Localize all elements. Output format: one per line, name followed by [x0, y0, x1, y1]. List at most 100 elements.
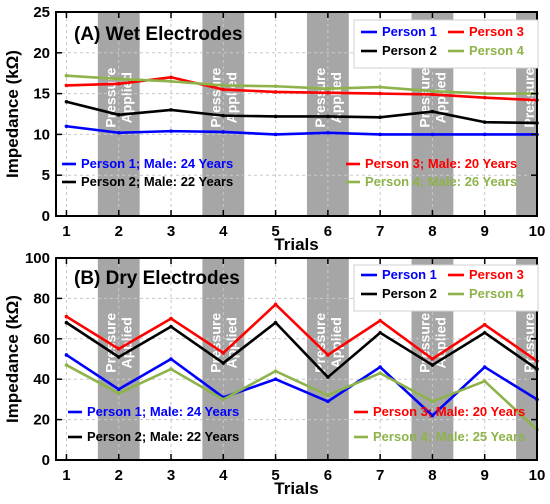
- data-point-person-2: [169, 324, 173, 329]
- data-point-person-4: [482, 91, 487, 96]
- pressure-label-line1: Pressure: [207, 68, 223, 128]
- data-point-person-3: [378, 91, 382, 96]
- data-point-person-4: [326, 86, 330, 91]
- series-line-person-4: [66, 74, 537, 95]
- legend-entry-person-4: Person 4: [469, 43, 525, 58]
- data-point-person-4: [430, 89, 435, 93]
- data-point-person-1: [64, 353, 69, 357]
- x-tick-label: 3: [167, 223, 175, 240]
- data-point-person-1: [430, 413, 435, 418]
- x-tick-label: 9: [481, 467, 489, 484]
- data-point-person-3: [430, 92, 435, 97]
- data-point-person-3: [273, 302, 278, 307]
- data-point-person-2: [273, 114, 278, 119]
- data-point-person-3: [64, 314, 69, 319]
- pressure-label-line2: Applied: [537, 317, 550, 368]
- annotation-text: Person 4; Male: 26 Years: [365, 174, 517, 189]
- pressure-band-label: Pressure Applied: [207, 313, 239, 373]
- data-point-person-1: [221, 130, 226, 134]
- data-point-person-4: [482, 379, 487, 384]
- data-point-person-3: [169, 75, 173, 80]
- pressure-band-label: Pressure Applied: [521, 68, 550, 128]
- annotation-text: Person 3; Male: 20 Years: [373, 404, 525, 419]
- chart-title: (A) Wet Electrodes: [74, 24, 243, 45]
- legend-entry-person-3: Person 3: [469, 267, 524, 282]
- data-point-person-4: [273, 84, 278, 89]
- y-tick-label: 80: [33, 290, 50, 307]
- pressure-label-line1: Pressure: [103, 68, 119, 128]
- pressure-label-line2: Applied: [223, 317, 239, 368]
- y-tick-label: 0: [42, 208, 50, 225]
- pressure-label-line1: Pressure: [416, 68, 432, 128]
- pressure-label-line2: Applied: [537, 72, 550, 123]
- data-point-person-1: [430, 132, 435, 137]
- legend-entry-person-4: Person 4: [469, 286, 525, 301]
- y-tick-label: 20: [33, 45, 50, 62]
- data-point-person-1: [326, 399, 330, 404]
- y-axis-label: Impedance (kΩ): [3, 50, 22, 178]
- y-tick-label: 40: [33, 371, 50, 388]
- legend: Person 1 Person 3 Person 2 Person 4: [353, 264, 539, 312]
- pressure-label-line2: Applied: [119, 72, 135, 123]
- data-point-person-2: [482, 330, 487, 335]
- data-point-person-4: [169, 367, 173, 371]
- data-point-person-2: [64, 320, 69, 325]
- y-tick-label: 25: [33, 4, 50, 21]
- data-point-person-3: [221, 351, 226, 355]
- x-tick-label: 10: [529, 467, 546, 484]
- data-point-person-2: [64, 99, 69, 104]
- data-point-person-3: [378, 318, 382, 323]
- data-point-person-2: [482, 120, 487, 124]
- x-tick-label: 6: [324, 467, 332, 484]
- data-point-person-1: [326, 130, 330, 135]
- data-point-person-1: [169, 129, 173, 133]
- data-point-person-2: [221, 361, 226, 365]
- x-tick-label: 1: [62, 467, 70, 484]
- data-point-person-2: [378, 115, 382, 120]
- x-tick-label: 7: [376, 467, 384, 484]
- x-tick-label: 7: [376, 223, 384, 240]
- data-point-person-2: [116, 355, 121, 359]
- data-point-person-4: [326, 393, 330, 398]
- x-tick-label: 10: [529, 223, 546, 240]
- data-point-person-2: [169, 108, 173, 112]
- legend-entry-person-1: Person 1: [382, 267, 437, 282]
- data-point-person-3: [482, 95, 487, 100]
- x-tick-label: 8: [428, 223, 436, 240]
- data-point-person-4: [378, 371, 382, 375]
- data-point-person-3: [430, 357, 435, 361]
- legend-box: [353, 264, 539, 312]
- pressure-band-label: Pressure Applied: [521, 313, 550, 373]
- y-tick-label: 20: [33, 412, 50, 429]
- data-point-person-4: [64, 73, 69, 78]
- data-point-person-4: [273, 369, 278, 373]
- axes-frame: [55, 257, 538, 461]
- legend-entry-person-2: Person 2: [382, 286, 437, 301]
- data-point-person-3: [64, 83, 69, 88]
- pressure-label-line2: Applied: [328, 72, 344, 123]
- x-axis-label: Trials: [274, 235, 318, 254]
- x-tick-label: 8: [428, 467, 436, 484]
- axes-frame: [55, 11, 538, 217]
- data-point-person-3: [326, 353, 330, 357]
- annotation-text: Person 4; Male: 25 Years: [373, 429, 525, 444]
- annotation-text: Person 1; Male: 24 Years: [87, 404, 239, 419]
- data-point-person-3: [169, 316, 173, 321]
- x-tick-label: 4: [219, 467, 228, 484]
- data-point-person-4: [378, 85, 382, 89]
- legend-entry-person-2: Person 2: [382, 43, 437, 58]
- data-point-person-1: [64, 124, 69, 129]
- series-line-person-2: [65, 321, 538, 379]
- series-line-person-2: [66, 100, 538, 125]
- pressure-label-line1: Pressure: [312, 68, 328, 128]
- annotation-text: Person 1; Male: 24 Years: [81, 156, 233, 171]
- legend-entry-person-1: Person 1: [382, 24, 437, 39]
- data-point-person-4: [116, 391, 121, 396]
- x-tick-label: 9: [481, 223, 489, 240]
- data-point-person-1: [169, 357, 173, 361]
- data-point-person-4: [221, 83, 226, 88]
- data-point-person-4: [169, 79, 173, 84]
- data-point-person-1: [378, 132, 382, 137]
- y-axis-label: Impedance (kΩ): [3, 295, 22, 423]
